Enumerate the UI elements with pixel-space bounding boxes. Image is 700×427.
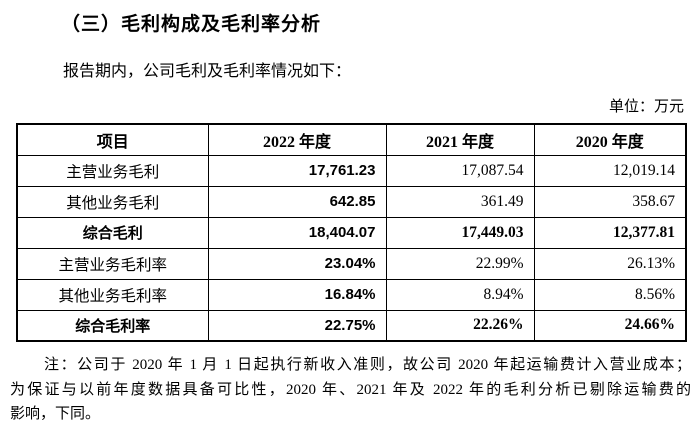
value-2021: 361.49 xyxy=(385,185,535,218)
value-2021: 17,087.54 xyxy=(385,154,535,187)
value-2022: 16.84% xyxy=(207,278,387,311)
value-2020: 12,019.14 xyxy=(533,154,687,187)
col-header-2022: 2022 年度 xyxy=(207,123,387,156)
value-2022: 22.75% xyxy=(207,309,387,342)
col-header-2020: 2020 年度 xyxy=(533,123,687,156)
row-label: 综合毛利率 xyxy=(16,309,209,342)
value-2020: 24.66% xyxy=(533,309,687,342)
value-2022: 17,761.23 xyxy=(207,154,387,187)
value-2022: 18,404.07 xyxy=(207,216,387,249)
footnote: 注：公司于 2020 年 1 月 1 日起执行新收入准则，故公司 2020 年起… xyxy=(10,353,691,427)
section-heading: （三）毛利构成及毛利率分析 xyxy=(61,14,322,35)
row-label: 其他业务毛利率 xyxy=(16,278,209,311)
footnote-line: 影响，下同。 xyxy=(10,406,101,423)
table-row-total-margin: 综合毛利率 22.75% 22.26% 24.66% xyxy=(16,309,687,342)
gross-profit-table: 项目 2022 年度 2021 年度 2020 年度 主营业务毛利 17,761… xyxy=(16,123,687,342)
value-2021: 22.99% xyxy=(385,247,535,280)
row-label: 其他业务毛利 xyxy=(16,185,209,218)
table-row-other-margin: 其他业务毛利率 16.84% 8.94% 8.56% xyxy=(16,278,687,311)
row-label: 综合毛利 xyxy=(16,216,209,249)
row-label: 主营业务毛利 xyxy=(16,154,209,187)
value-2020: 358.67 xyxy=(533,185,687,218)
table-header-row: 项目 2022 年度 2021 年度 2020 年度 xyxy=(16,123,687,156)
value-2022: 23.04% xyxy=(207,247,387,280)
value-2020: 8.56% xyxy=(533,278,687,311)
table-row-main-gross-profit: 主营业务毛利 17,761.23 17,087.54 12,019.14 xyxy=(16,154,687,187)
table-row-other-gross-profit: 其他业务毛利 642.85 361.49 358.67 xyxy=(16,185,687,218)
table-row-main-margin: 主营业务毛利率 23.04% 22.99% 26.13% xyxy=(16,247,687,280)
col-header-item: 项目 xyxy=(16,123,209,156)
table-row-total-gross-profit: 综合毛利 18,404.07 17,449.03 12,377.81 xyxy=(16,216,687,249)
value-2021: 17,449.03 xyxy=(385,216,535,249)
value-2021: 8.94% xyxy=(385,278,535,311)
footnote-line: 注：公司于 2020 年 1 月 1 日起执行新收入准则，故公司 2020 年起… xyxy=(44,357,691,373)
value-2020: 26.13% xyxy=(533,247,687,280)
value-2020: 12,377.81 xyxy=(533,216,687,249)
col-header-2021: 2021 年度 xyxy=(385,123,535,156)
unit-label: 单位：万元 xyxy=(608,99,684,115)
value-2022: 642.85 xyxy=(207,185,387,218)
footnote-line: 为保证与以前年度数据具备可比性，2020 年、2021 年及 2022 年的毛利… xyxy=(10,381,691,398)
value-2021: 22.26% xyxy=(385,309,535,342)
row-label: 主营业务毛利率 xyxy=(16,247,209,280)
intro-text: 报告期内，公司毛利及毛利率情况如下： xyxy=(63,63,352,80)
